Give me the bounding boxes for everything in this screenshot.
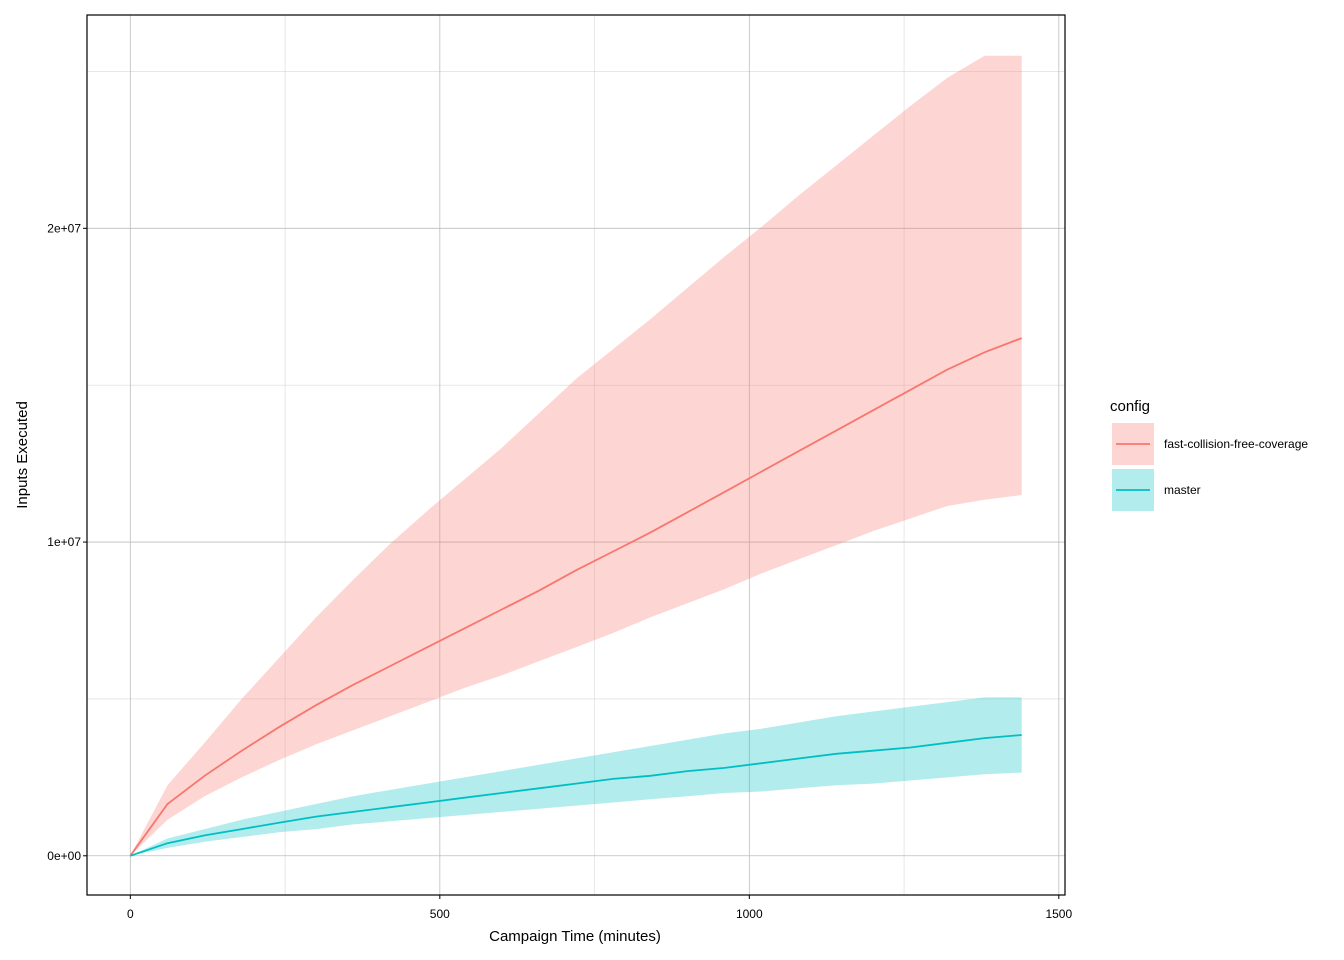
legend-items: fast-collision-free-coverage master: [1112, 423, 1308, 511]
y-axis-title: Inputs Executed: [14, 401, 31, 509]
x-tick-label: 0: [127, 907, 134, 921]
x-tick-label: 1500: [1045, 907, 1072, 921]
y-tick-label: 2e+07: [47, 221, 81, 235]
legend-label: fast-collision-free-coverage: [1164, 437, 1308, 451]
legend-title: config: [1110, 398, 1150, 415]
legend: config fast-collision-free-coverage maste…: [1110, 398, 1308, 511]
x-tick-label: 1000: [736, 907, 763, 921]
legend-item: master: [1112, 469, 1201, 511]
y-tick-label: 0e+00: [47, 849, 81, 863]
series-lines: [129, 337, 1023, 857]
x-tick-label: 500: [430, 907, 450, 921]
series-line: [129, 337, 1023, 857]
legend-item: fast-collision-free-coverage: [1112, 423, 1308, 465]
confidence-band: [130, 55, 1022, 856]
panel-border: [86, 14, 1066, 896]
y-tick-label: 1e+07: [47, 535, 81, 549]
grid: [87, 15, 1065, 895]
confidence-bands: [130, 55, 1022, 856]
legend-label: master: [1164, 483, 1201, 497]
confidence-band: [130, 697, 1022, 856]
series-line: [130, 734, 1022, 857]
x-axis-title: Campaign Time (minutes): [489, 928, 661, 945]
axes: 0 500 1000 1500 0e+00 1e+07 2e+07: [47, 221, 1072, 921]
